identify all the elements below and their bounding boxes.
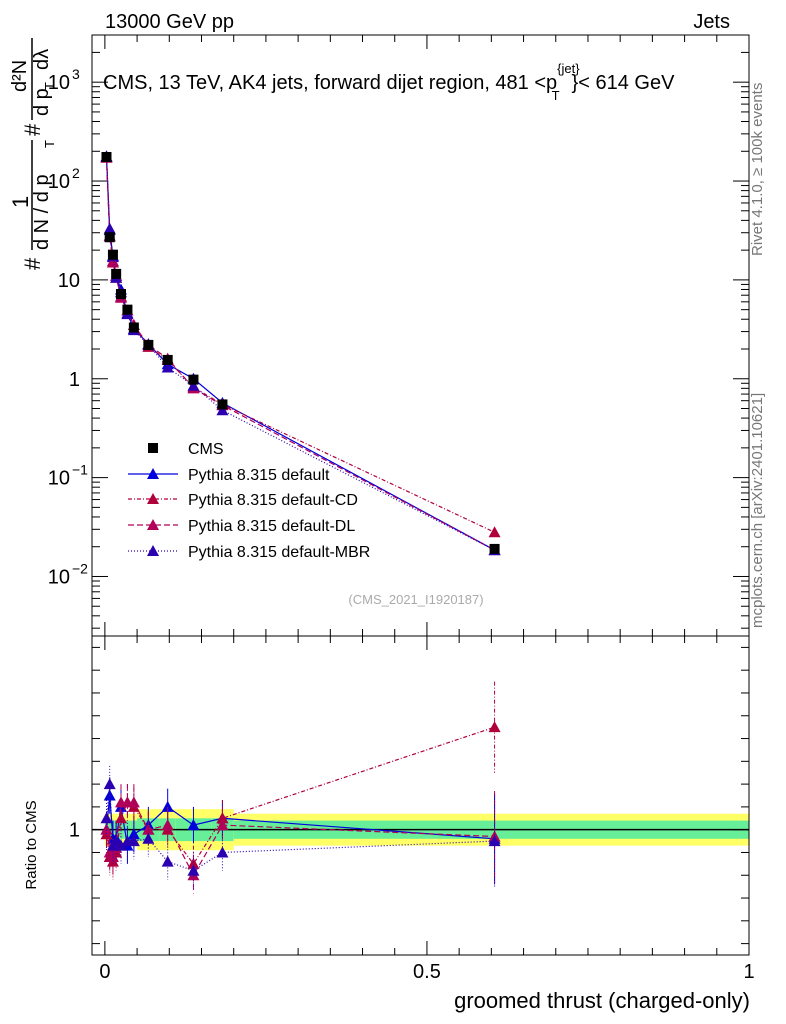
ylabel-rhs-den-sub: T: [42, 82, 57, 90]
legend-marker: [147, 545, 159, 556]
x-tick-label: 1: [743, 961, 754, 983]
ylabel-rhs-den: d p: [31, 88, 53, 116]
ratio-marker: [187, 864, 200, 876]
y-tick-label: 10: [48, 72, 70, 94]
svg-text:CMS, 13 TeV, AK4 jets, forward: CMS, 13 TeV, AK4 jets, forward dijet reg…: [103, 61, 675, 103]
title-main: CMS, 13 TeV, AK4 jets, forward dijet reg…: [103, 72, 557, 94]
legend-label: Pythia 8.315 default-DL: [188, 518, 355, 535]
x-tick-label: 0.5: [413, 961, 441, 983]
ratio-marker: [488, 835, 501, 847]
ratio-marker: [100, 812, 113, 824]
rivet-version-label: Rivet 4.1.0, ≥ 100k events: [749, 83, 766, 256]
series-line: [105, 156, 495, 551]
ratio-marker: [161, 800, 174, 812]
series-layer: [100, 150, 501, 894]
ratio-marker: [161, 819, 174, 831]
plot-title: CMS, 13 TeV, AK4 jets, forward dijet reg…: [103, 61, 675, 103]
y-axis-label: # 1 d N / d p T # d²N d p T dλ: [8, 38, 57, 270]
category-label: Jets: [693, 11, 730, 33]
ylabel-den: d N / d p: [31, 174, 53, 250]
title-tail: }< 614 GeV: [572, 72, 676, 94]
data-marker: [161, 361, 174, 373]
ratio-marker: [142, 823, 155, 835]
y-tick-exponent: 2: [72, 165, 80, 181]
ratio-marker: [114, 839, 127, 851]
data-marker: [162, 354, 173, 365]
ratio-marker: [127, 796, 140, 808]
y-tick-exponent: −2: [72, 560, 88, 576]
legend: CMS Pythia 8.315 default Pythia 8.315 defa…: [128, 441, 370, 561]
x-axis-label: groomed thrust (charged-only): [454, 988, 750, 1013]
ratio-marker: [488, 721, 501, 733]
analysis-watermark: (CMS_2021_I1920187): [348, 592, 483, 607]
y-tick-exponent: 3: [72, 66, 80, 82]
ratio-y-tick-label: 1: [69, 820, 80, 842]
data-marker: [143, 339, 154, 350]
y-tick-label: 10: [48, 468, 70, 490]
y-tick-label: 1: [69, 369, 80, 391]
data-marker: [111, 268, 122, 279]
title-sup: {jet}: [557, 61, 580, 76]
data-marker: [188, 374, 199, 385]
data-marker: [187, 379, 200, 391]
ratio-marker: [161, 855, 174, 867]
legend-label: Pythia 8.315 default: [188, 467, 330, 484]
data-marker: [216, 404, 229, 416]
y-tick-label: 10: [48, 171, 70, 193]
title-sub: T: [552, 88, 560, 103]
ratio-marker: [216, 819, 229, 831]
ylabel-rhs-den-tail: dλ: [31, 49, 53, 70]
ylabel-num: 1: [8, 196, 33, 208]
source-label: mcplots.cern.ch [arXiv:2401.10621]: [749, 393, 766, 628]
data-marker: [101, 152, 112, 163]
ratio-marker: [187, 819, 200, 831]
legend-marker: [148, 443, 158, 453]
ratio-marker: [187, 857, 200, 869]
series-2: [100, 151, 501, 883]
data-marker: [217, 399, 228, 410]
y-tick-label: 10: [48, 566, 70, 588]
legend-marker: [147, 468, 159, 479]
data-marker: [488, 526, 501, 538]
data-marker: [489, 543, 500, 554]
ratio-marker: [114, 812, 127, 824]
legend-marker: [147, 519, 159, 530]
x-tick-label: 0: [99, 961, 110, 983]
y-tick-label: 10: [58, 270, 80, 292]
y-tick-exponent: −1: [72, 462, 88, 478]
legend-label: Pythia 8.315 default-MBR: [188, 544, 370, 561]
ylabel-den-sub: T: [42, 140, 57, 148]
energy-label: 13000 GeV pp: [105, 11, 234, 33]
data-marker: [128, 322, 139, 333]
ratio-marker: [142, 832, 155, 844]
ratio-marker: [127, 828, 140, 840]
data-marker: [115, 288, 126, 299]
frames-layer: [91, 34, 750, 956]
series-0: [101, 152, 500, 554]
ratio-marker: [100, 823, 113, 835]
ratio-panel-frame: [91, 635, 750, 956]
ylabel-rhs-num: d²N: [9, 60, 31, 92]
data-marker: [103, 222, 116, 234]
legend-label: Pythia 8.315 default-CD: [188, 492, 358, 509]
ratio-marker: [127, 835, 140, 847]
series-line: [105, 156, 495, 551]
ylabel-hash-2: #: [20, 123, 45, 136]
data-marker: [122, 304, 133, 315]
legend-marker: [147, 493, 159, 504]
ylabel-hash: #: [20, 257, 45, 270]
data-marker: [104, 232, 115, 243]
data-marker: [107, 249, 118, 260]
ratio-y-label: Ratio to CMS: [23, 800, 40, 889]
legend-label: CMS: [188, 441, 224, 458]
ratio-marker: [103, 778, 116, 790]
ratio-marker: [216, 846, 229, 858]
